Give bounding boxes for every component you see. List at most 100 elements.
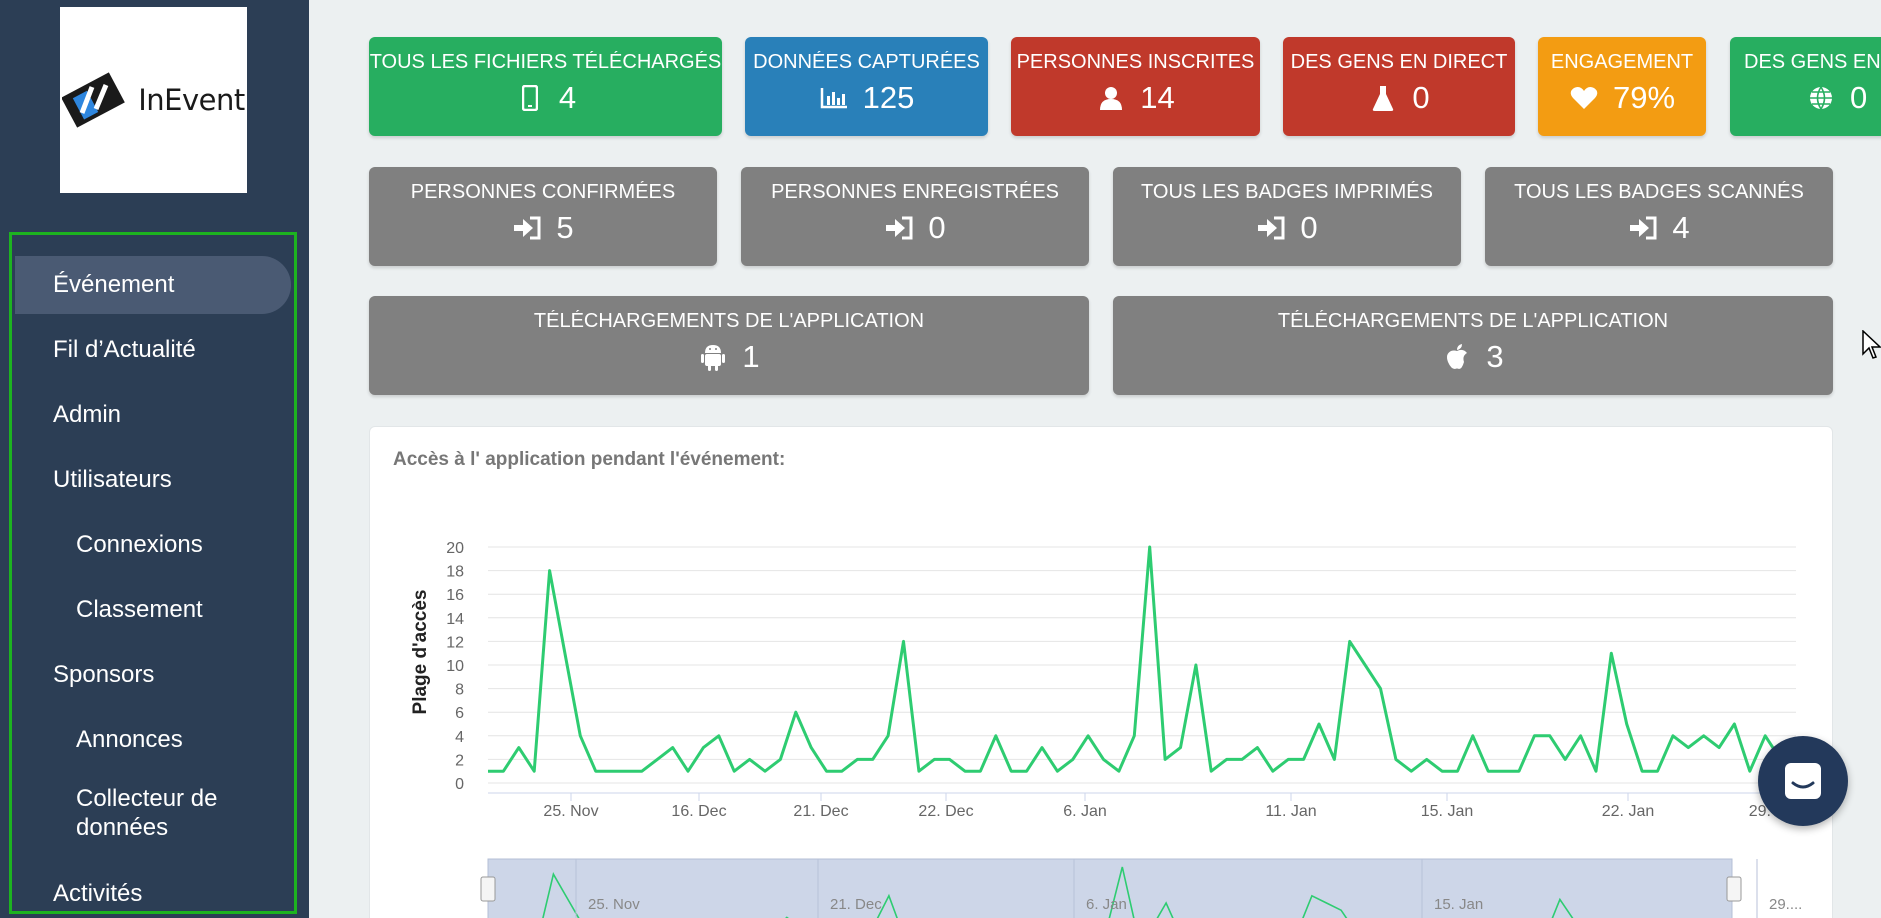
stat-label: TOUS LES FICHIERS TÉLÉCHARGÉS — [369, 51, 722, 73]
navigator-right-handle[interactable] — [1726, 876, 1742, 902]
stat-tile-engagement[interactable]: ENGAGEMENT 79% — [1538, 37, 1706, 136]
stat-value: 79% — [1612, 80, 1676, 115]
sign-in-icon — [1628, 213, 1658, 243]
sidebar-item-annonces[interactable]: Annonces — [15, 711, 291, 769]
sign-in-icon — [512, 213, 542, 243]
stat-value: 0 — [1300, 210, 1318, 245]
stat-tile-donnees-capturees[interactable]: DONNÉES CAPTURÉES 125 — [745, 37, 988, 136]
sidebar-item-label: Connexions — [76, 531, 203, 558]
stat-value: 4 — [558, 80, 577, 115]
stat-label: ENGAGEMENT — [1550, 51, 1694, 73]
x-tick-label: 11. Jan — [1265, 803, 1316, 820]
navigator-series-line — [542, 866, 1574, 918]
y-tick-label: 14 — [446, 611, 464, 628]
stat-tile-personnes-inscrites[interactable]: PERSONNES INSCRITES 14 — [1011, 37, 1260, 136]
sign-in-icon — [1256, 213, 1286, 243]
logo[interactable]: InEvent — [60, 7, 247, 193]
x-tick-label: 16. Dec — [671, 803, 726, 820]
stat-tile-gens-en-ligne[interactable]: DES GENS EN L 0 — [1730, 37, 1881, 136]
chat-icon — [1785, 763, 1821, 799]
stat-label: TOUS LES BADGES IMPRIMÉS — [1141, 181, 1433, 203]
y-axis-label: Plage d'accès — [410, 590, 431, 715]
stat-label: TÉLÉCHARGEMENTS DE L'APPLICATION — [533, 310, 925, 332]
stat-value: 14 — [1140, 80, 1175, 115]
y-tick-label: 4 — [455, 729, 464, 746]
y-tick-label: 18 — [446, 564, 464, 581]
sign-in-icon — [884, 213, 914, 243]
user-icon — [1096, 83, 1126, 113]
brand-name: InEvent — [138, 83, 245, 117]
sidebar-item-label: Utilisateurs — [53, 466, 172, 493]
sidebar-item-label: Activités — [53, 880, 143, 907]
y-tick-label: 16 — [446, 587, 464, 604]
sidebar-nav: Événement Fil d’Actualité Admin Utilisat… — [9, 232, 297, 914]
stat-tile-personnes-enregistrees[interactable]: PERSONNES ENREGISTRÉES 0 — [741, 167, 1089, 266]
stat-label: DES GENS EN L — [1744, 51, 1881, 73]
stat-value: 4 — [1672, 210, 1690, 245]
android-icon — [698, 342, 728, 372]
x-tick-label: 21. Dec — [793, 803, 848, 820]
stat-value: 1 — [742, 339, 760, 374]
stat-label: DES GENS EN DIRECT — [1290, 51, 1508, 73]
stat-label: DONNÉES CAPTURÉES — [753, 51, 980, 73]
sidebar-item-activites[interactable]: Activités — [15, 865, 291, 918]
stat-tile-badges-imprimes[interactable]: TOUS LES BADGES IMPRIMÉS 0 — [1113, 167, 1461, 266]
navigator-label: 15. Jan — [1434, 896, 1483, 913]
x-tick-label: 25. Nov — [543, 803, 598, 820]
sidebar-item-sponsors[interactable]: Sponsors — [15, 646, 291, 704]
y-tick-label: 10 — [446, 658, 464, 675]
navigator-label: 25. Nov — [588, 896, 640, 913]
stat-tile-badges-scannes[interactable]: TOUS LES BADGES SCANNÉS 4 — [1485, 167, 1833, 266]
mouse-cursor-icon — [1862, 329, 1881, 365]
stat-value: 0 — [1412, 80, 1430, 115]
sidebar-item-connexions[interactable]: Connexions — [15, 516, 291, 574]
sidebar-item-admin[interactable]: Admin — [15, 386, 291, 444]
navigator-label: 21. Dec — [830, 896, 882, 913]
navigator-label: 29.... — [1769, 896, 1802, 913]
chat-launcher-button[interactable] — [1758, 736, 1848, 826]
x-tick-label: 22. Dec — [918, 803, 973, 820]
x-tick-label: 6. Jan — [1063, 803, 1107, 820]
chart-title: Accès à l' application pendant l'événeme… — [393, 449, 786, 470]
sidebar-item-utilisateurs[interactable]: Utilisateurs — [15, 451, 291, 509]
stat-label: TOUS LES BADGES SCANNÉS — [1514, 181, 1804, 203]
sidebar: InEvent Événement Fil d’Actualité Admin … — [0, 0, 309, 918]
sidebar-item-classement[interactable]: Classement — [15, 581, 291, 639]
stat-value: 125 — [862, 80, 915, 115]
stat-tile-gens-en-direct[interactable]: DES GENS EN DIRECT 0 — [1283, 37, 1515, 136]
y-tick-label: 2 — [455, 752, 464, 769]
stat-tile-personnes-confirmees[interactable]: PERSONNES CONFIRMÉES 5 — [369, 167, 717, 266]
sidebar-item-evenement[interactable]: Événement — [15, 256, 291, 314]
stat-value: 5 — [556, 210, 574, 245]
apple-icon — [1442, 342, 1472, 372]
mobile-icon — [515, 83, 545, 113]
sidebar-item-label: Admin — [53, 401, 122, 428]
heart-icon — [1569, 83, 1599, 113]
globe-icon — [1806, 83, 1836, 113]
flask-icon — [1368, 83, 1398, 113]
sidebar-item-label: Sponsors — [53, 661, 155, 688]
range-navigator[interactable]: 25. Nov 21. Dec 6. Jan 15. Jan 29.... — [480, 858, 1802, 918]
sidebar-item-fil-actualite[interactable]: Fil d’Actualité — [15, 321, 291, 379]
stat-label: PERSONNES INSCRITES — [1016, 51, 1255, 73]
stat-tile-fichiers-telecharges[interactable]: TOUS LES FICHIERS TÉLÉCHARGÉS 4 — [369, 37, 722, 136]
navigator-left-handle[interactable] — [480, 876, 496, 902]
sidebar-item-collecteur-de-donnees[interactable]: Collecteur de données — [15, 780, 255, 846]
x-tick-label: 22. Jan — [1602, 803, 1654, 820]
y-tick-label: 8 — [455, 682, 464, 699]
y-tick-label: 20 — [446, 540, 464, 557]
navigator-label: 6. Jan — [1086, 896, 1127, 913]
inevent-logo-icon — [62, 72, 126, 128]
y-tick-label: 12 — [446, 634, 464, 651]
stat-tile-telechargements-android[interactable]: TÉLÉCHARGEMENTS DE L'APPLICATION 1 — [369, 296, 1089, 395]
series-line — [488, 545, 1797, 773]
stat-label: PERSONNES ENREGISTRÉES — [771, 181, 1059, 203]
sidebar-item-label: Événement — [53, 271, 175, 298]
chart-panel: Accès à l' application pendant l'événeme… — [369, 426, 1833, 918]
stat-label: TÉLÉCHARGEMENTS DE L'APPLICATION — [1277, 310, 1669, 332]
stat-value: 3 — [1486, 339, 1504, 374]
stat-tile-telechargements-ios[interactable]: TÉLÉCHARGEMENTS DE L'APPLICATION 3 — [1113, 296, 1833, 395]
stat-label: PERSONNES CONFIRMÉES — [410, 181, 676, 203]
